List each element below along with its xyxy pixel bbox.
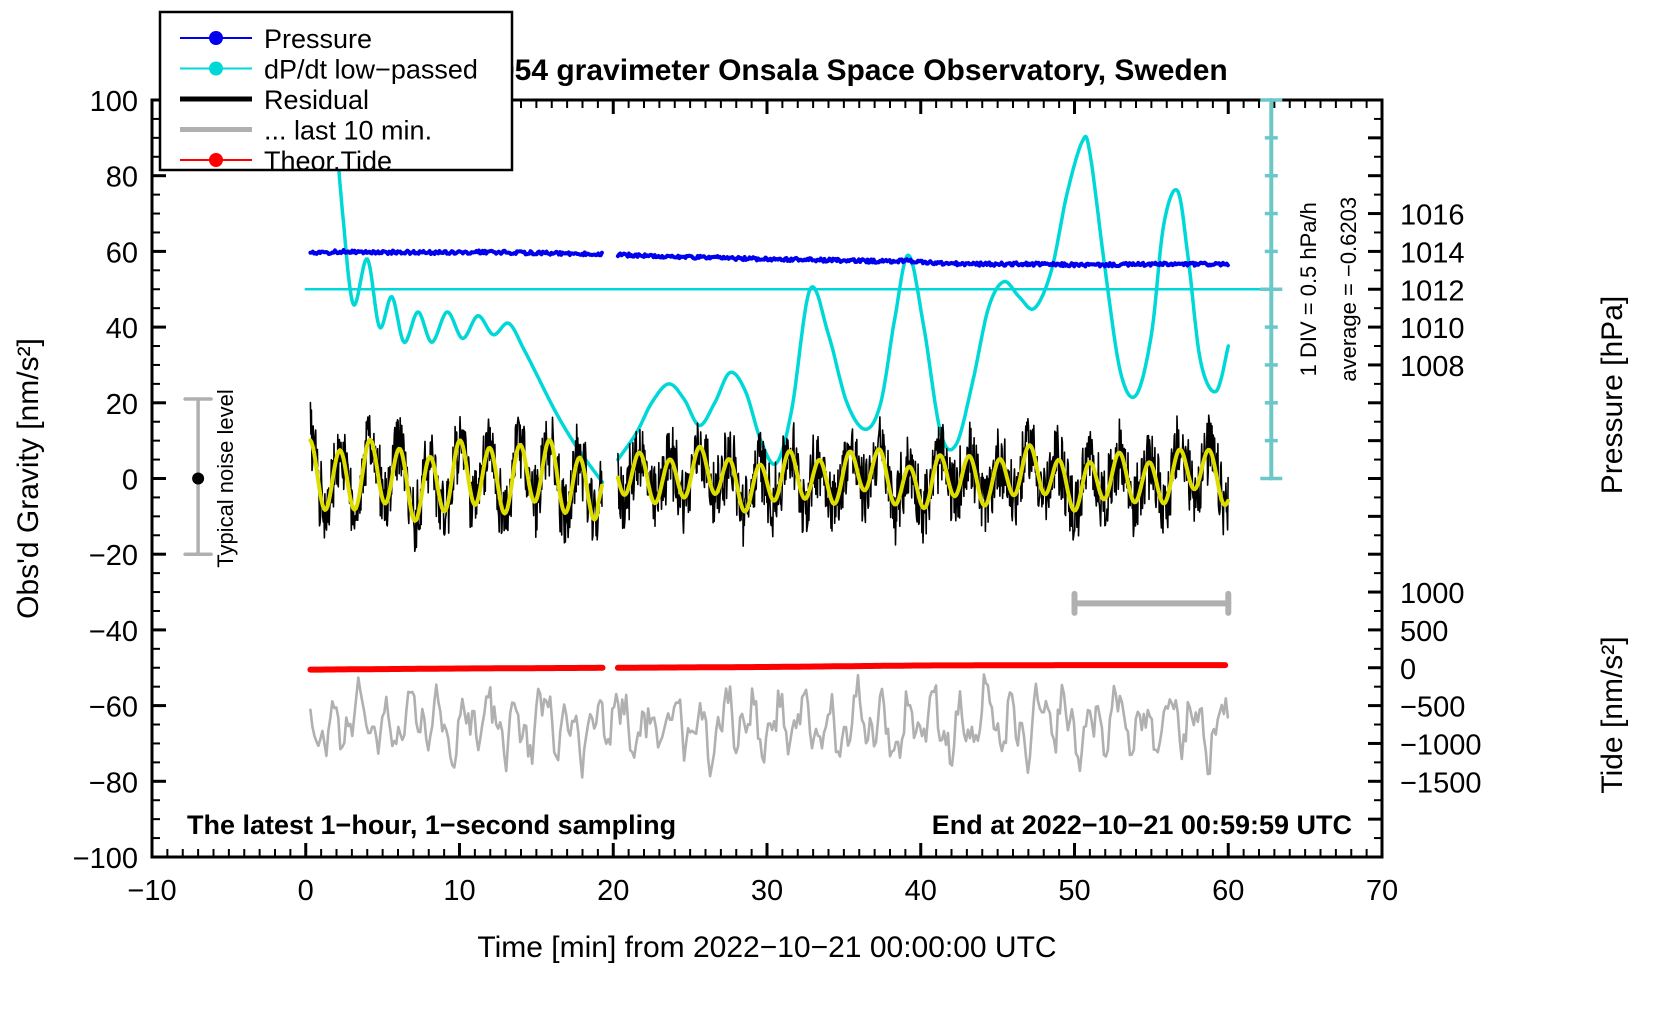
last10-trace — [309, 673, 1230, 779]
y-axis-label: Obs'd Gravity [nm/s²] — [12, 338, 45, 619]
scalebar-average-label: average = −0.6203 — [1336, 197, 1361, 382]
x-tick-label-8: 70 — [1366, 875, 1398, 907]
tide-tick-label-2: 0 — [1400, 654, 1416, 686]
y-tick-label-3: 40 — [106, 313, 138, 345]
theor-tide-segment-0 — [307, 664, 606, 673]
x-tick-label-4: 30 — [751, 875, 783, 907]
footer-right-note: End at 2022−10−21 00:59:59 UTC — [932, 810, 1352, 840]
y-tick-label-9: −80 — [89, 767, 138, 799]
legend-label-3: ... last 10 min. — [264, 116, 432, 146]
pressure-tick-label-4: 1008 — [1400, 351, 1465, 383]
y-tick-label-4: 20 — [106, 389, 138, 421]
x-axis-label: Time [min] from 2022−10−21 00:00:00 UTC — [477, 931, 1056, 964]
x-tick-label-3: 20 — [597, 875, 629, 907]
x-tick-label-0: −10 — [127, 875, 176, 907]
tide-tick-label-1: 500 — [1400, 616, 1448, 648]
y-tick-label-6: −20 — [89, 540, 138, 572]
tide-tick-label-4: −1000 — [1400, 729, 1481, 761]
pressure-tick-label-1: 1014 — [1400, 237, 1465, 269]
legend-marker-1 — [209, 61, 223, 76]
y-tick-label-5: 0 — [122, 465, 138, 497]
y-tick-label-7: −40 — [89, 616, 138, 648]
dpdt-segment-1 — [616, 134, 1231, 467]
chart-title: SCG_054 gravimeter Onsala Space Observat… — [416, 54, 1228, 87]
legend-label-1: dP/dt low−passed — [264, 55, 478, 85]
right-pressure-axis-label: Pressure [hPa] — [1596, 296, 1629, 494]
tide-tick-label-0: 1000 — [1400, 578, 1465, 610]
pressure-tick-label-0: 1016 — [1400, 200, 1465, 232]
noise-center-dot — [192, 472, 205, 485]
pressure-segment-1 — [615, 251, 1230, 269]
tide-tick-label-3: −500 — [1400, 692, 1465, 724]
y-tick-label-10: −100 — [73, 843, 138, 875]
x-tick-label-1: 0 — [298, 875, 314, 907]
dpdt-segment-0 — [331, 98, 605, 485]
theor-tide-segment-1 — [614, 662, 1229, 671]
legend-marker-0 — [209, 31, 223, 45]
pressure-segment-0 — [308, 248, 604, 258]
scalebar-div-label: 1 DIV = 0.5 hPa/h — [1296, 202, 1321, 376]
x-tick-label-5: 40 — [905, 875, 937, 907]
x-tick-label-6: 50 — [1058, 875, 1090, 907]
tide-tick-label-5: −1500 — [1400, 767, 1481, 799]
noise-level-label: Typical noise level — [213, 389, 238, 568]
x-tick-label-7: 60 — [1212, 875, 1244, 907]
pressure-tick-label-2: 1012 — [1400, 275, 1465, 307]
tidal-fit-segment-1 — [615, 443, 1230, 514]
legend-label-2: Residual — [264, 85, 369, 115]
pressure-tick-label-3: 1010 — [1400, 313, 1465, 345]
y-tick-label-2: 60 — [106, 237, 138, 269]
y-tick-label-1: 80 — [106, 162, 138, 194]
x-tick-label-2: 10 — [443, 875, 475, 907]
legend-label-4: Theor.Tide — [264, 146, 392, 176]
footer-left-note: The latest 1−hour, 1−second sampling — [187, 810, 676, 840]
y-tick-label-8: −60 — [89, 692, 138, 724]
legend-label-0: Pressure — [264, 24, 372, 54]
y-tick-label-0: 100 — [90, 86, 138, 118]
tidal-fit-segment-0 — [308, 438, 604, 523]
legend-marker-4 — [209, 153, 223, 167]
right-tide-axis-label: Tide [nm/s²] — [1596, 636, 1629, 793]
